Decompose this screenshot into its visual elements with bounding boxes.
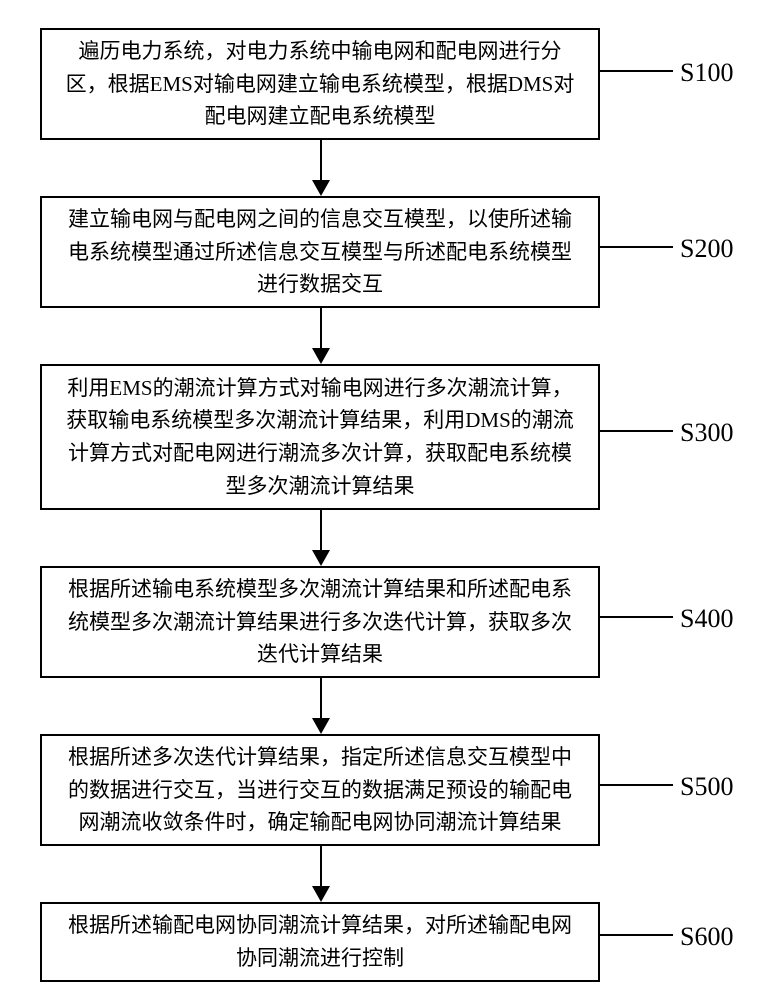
flow-arrow-shaft [320, 678, 322, 718]
step-label: S500 [680, 772, 733, 802]
flow-arrow-head [312, 718, 330, 734]
label-connector [600, 616, 673, 618]
flow-step-text: 建立输电网与配电网之间的信息交互模型，以使所述输电系统模型通过所述信息交互模型与… [60, 203, 580, 301]
flow-step: 利用EMS的潮流计算方式对输电网进行多次潮流计算，获取输电系统模型多次潮流计算结… [40, 364, 600, 510]
label-connector [600, 934, 673, 936]
flow-arrow-shaft [320, 846, 322, 886]
flow-step-text: 根据所述输配电网协同潮流计算结果，对所述输配电网协同潮流进行控制 [60, 909, 580, 974]
label-connector [600, 70, 673, 72]
step-label: S600 [680, 922, 733, 952]
flow-arrow-shaft [320, 140, 322, 180]
flow-step: 建立输电网与配电网之间的信息交互模型，以使所述输电系统模型通过所述信息交互模型与… [40, 196, 600, 308]
flow-step-text: 利用EMS的潮流计算方式对输电网进行多次潮流计算，获取输电系统模型多次潮流计算结… [60, 372, 580, 502]
label-connector [600, 430, 673, 432]
flow-step-text: 遍历电力系统，对电力系统中输电网和配电网进行分区，根据EMS对输电网建立输电系统… [60, 35, 580, 133]
label-connector [600, 246, 673, 248]
flow-arrow-head [312, 348, 330, 364]
flow-arrow-shaft [320, 308, 322, 348]
step-label: S200 [680, 234, 733, 264]
flow-step: 根据所述输配电网协同潮流计算结果，对所述输配电网协同潮流进行控制 [40, 902, 600, 982]
flow-step-text: 根据所述输电系统模型多次潮流计算结果和所述配电系统模型多次潮流计算结果进行多次迭… [60, 573, 580, 671]
label-connector [600, 784, 673, 786]
flow-arrow-head [312, 180, 330, 196]
flow-step: 根据所述多次迭代计算结果，指定所述信息交互模型中的数据进行交互，当进行交互的数据… [40, 734, 600, 846]
flow-arrow-head [312, 886, 330, 902]
flowchart-canvas: 遍历电力系统，对电力系统中输电网和配电网进行分区，根据EMS对输电网建立输电系统… [0, 0, 775, 1000]
step-label: S300 [680, 418, 733, 448]
flow-step: 遍历电力系统，对电力系统中输电网和配电网进行分区，根据EMS对输电网建立输电系统… [40, 28, 600, 140]
flow-step-text: 根据所述多次迭代计算结果，指定所述信息交互模型中的数据进行交互，当进行交互的数据… [60, 741, 580, 839]
step-label: S400 [680, 604, 733, 634]
flow-step: 根据所述输电系统模型多次潮流计算结果和所述配电系统模型多次潮流计算结果进行多次迭… [40, 566, 600, 678]
flow-arrow-shaft [320, 510, 322, 550]
flow-arrow-head [312, 550, 330, 566]
step-label: S100 [680, 58, 733, 88]
